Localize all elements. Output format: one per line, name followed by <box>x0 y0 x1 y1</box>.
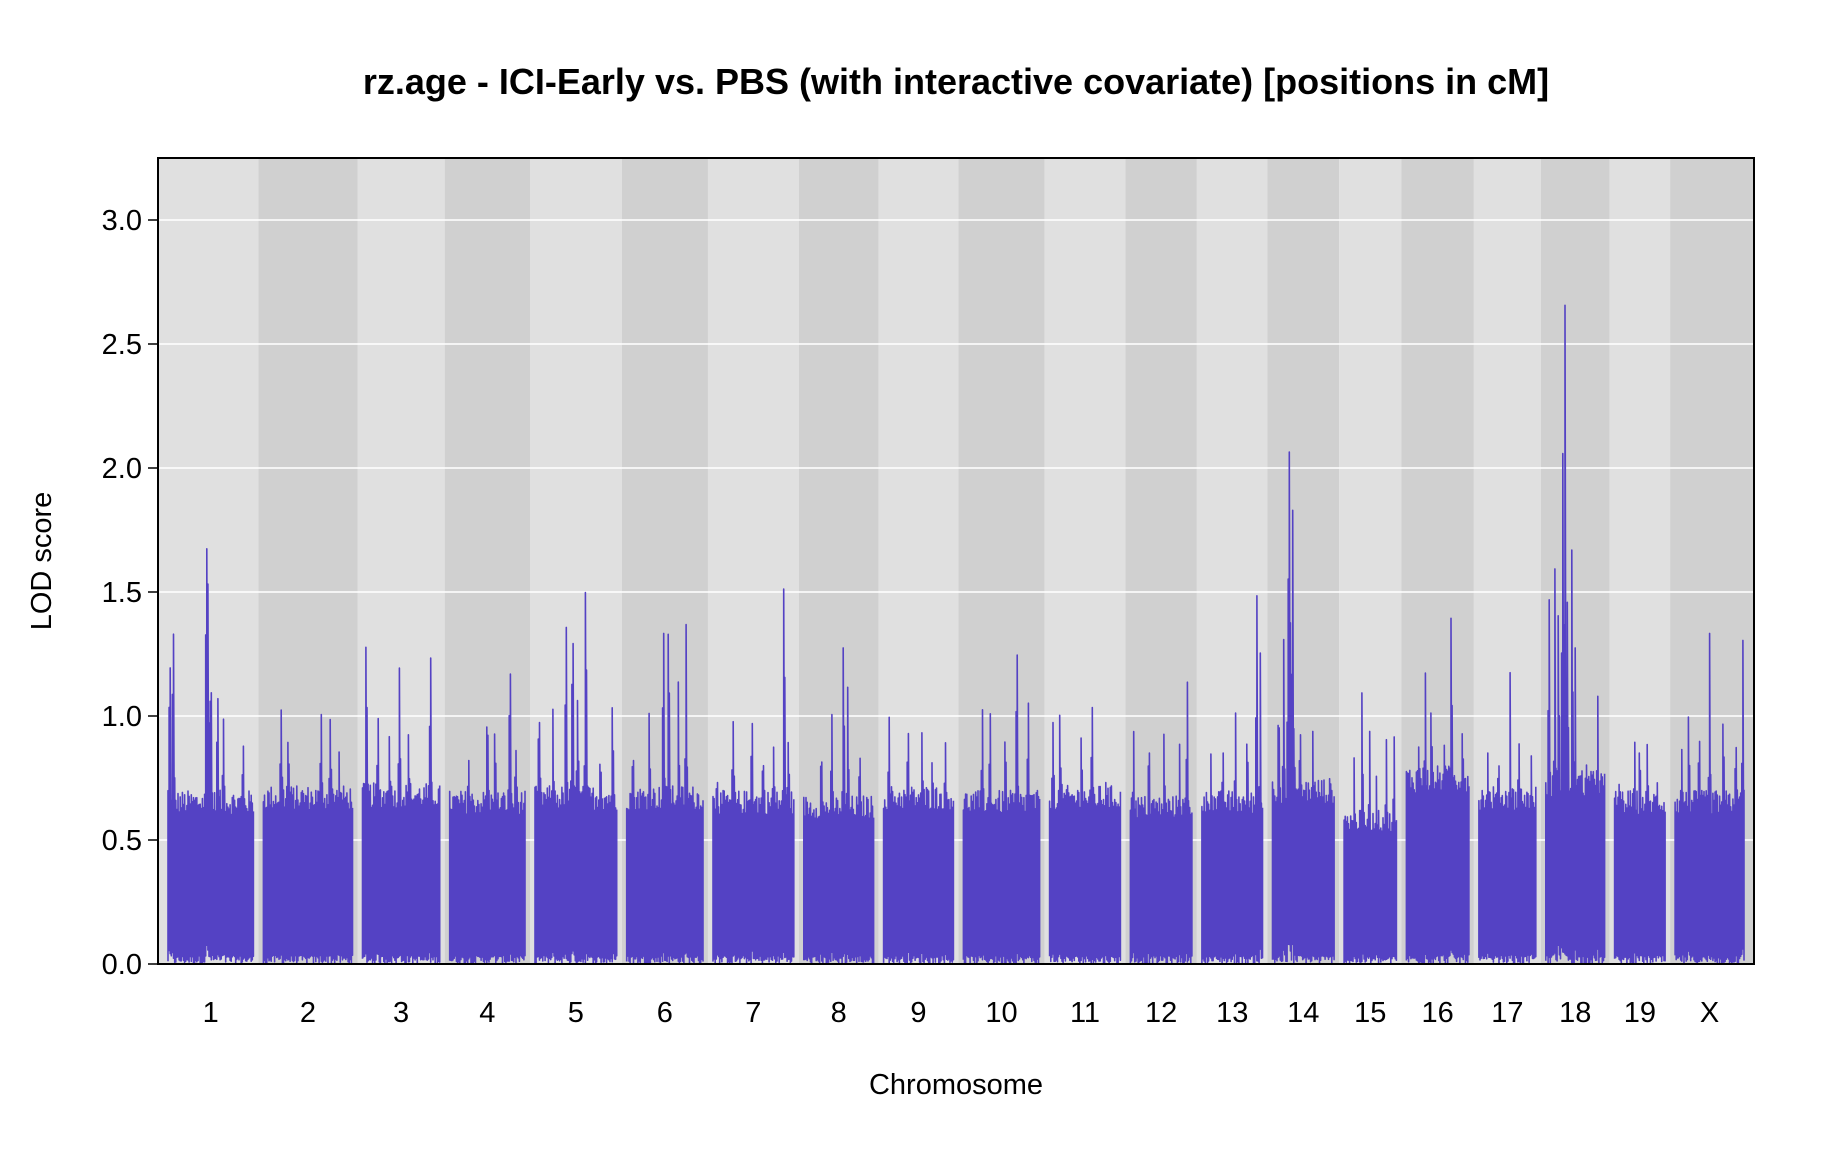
lod-trace-chr-11 <box>1048 706 1122 965</box>
lod-trace-chr-5 <box>534 591 618 965</box>
lod-trace-chr-15 <box>1343 692 1398 965</box>
y-tick-label: 2.0 <box>102 453 142 485</box>
y-axis: 0.0 0.5 1.0 1.5 2.0 2.5 3.0 <box>102 205 158 981</box>
lod-trace-chr-14 <box>1271 451 1335 965</box>
x-tick-label-chr-7: 7 <box>745 997 761 1029</box>
lod-trace-chr-2 <box>262 709 354 965</box>
y-tick-label: 1.5 <box>102 577 142 609</box>
x-tick-label-chr-11: 11 <box>1070 997 1100 1029</box>
chart-title: rz.age - ICI-Early vs. PBS (with interac… <box>363 61 1549 102</box>
x-tick-label-chr-9: 9 <box>910 997 926 1029</box>
lod-series <box>167 304 1745 965</box>
x-tick-label-chr-12: 12 <box>1145 997 1177 1029</box>
x-tick-label-chr-8: 8 <box>831 997 847 1029</box>
x-tick-label-chr-13: 13 <box>1216 997 1248 1029</box>
y-tick-label: 1.0 <box>102 701 142 733</box>
x-tick-label-chr-10: 10 <box>985 997 1017 1029</box>
x-tick-label-chr-6: 6 <box>657 997 673 1029</box>
x-tick-label-chr-5: 5 <box>568 997 584 1029</box>
lod-trace-chr-19 <box>1613 741 1666 965</box>
lod-trace-chr-8 <box>803 647 875 965</box>
x-tick-label-chr-1: 1 <box>203 997 219 1029</box>
x-tick-label-chr-18: 18 <box>1559 997 1591 1029</box>
x-tick-label-chr-14: 14 <box>1287 997 1319 1029</box>
y-tick-label: 3.0 <box>102 205 142 237</box>
x-tick-label-chr-3: 3 <box>393 997 409 1029</box>
y-tick-label: 2.5 <box>102 329 142 361</box>
x-tick-label-chr-4: 4 <box>479 997 495 1029</box>
y-tick-label: 0.5 <box>102 825 142 857</box>
x-tick-label-chr-17: 17 <box>1491 997 1523 1029</box>
x-tick-label-chr-19: 19 <box>1624 997 1656 1029</box>
lod-trace-chr-17 <box>1478 671 1537 965</box>
x-tick-label-chr-x: X <box>1700 997 1719 1029</box>
x-axis-label: Chromosome <box>869 1069 1043 1101</box>
lod-trace-chr-10 <box>962 654 1041 965</box>
lod-trace-chr-13 <box>1201 595 1264 965</box>
x-tick-label-chr-15: 15 <box>1354 997 1386 1029</box>
y-axis-label: LOD score <box>26 492 58 631</box>
x-tick-label-chr-2: 2 <box>300 997 316 1029</box>
lod-trace-chr-12 <box>1129 681 1193 965</box>
x-tick-label-chr-16: 16 <box>1422 997 1454 1029</box>
lod-trace-chr-18 <box>1545 304 1606 965</box>
lod-trace-chr-4 <box>448 673 526 965</box>
lod-trace-chr-3 <box>361 646 441 965</box>
lod-trace-chr-x <box>1674 632 1745 965</box>
x-axis: 1 2 3 4 5 6 7 8 9 10 11 12 13 14 15 16 17 18 19 X <box>203 997 1720 1029</box>
lod-trace-chr-16 <box>1405 617 1470 965</box>
lod-trace-chr-9 <box>882 716 955 965</box>
lod-trace-chr-1 <box>167 548 255 965</box>
lod-trace-chr-6 <box>625 623 704 965</box>
lod-trace-chr-7 <box>712 588 795 965</box>
y-tick-label: 0.0 <box>102 949 142 981</box>
plot-frame <box>157 157 1755 965</box>
